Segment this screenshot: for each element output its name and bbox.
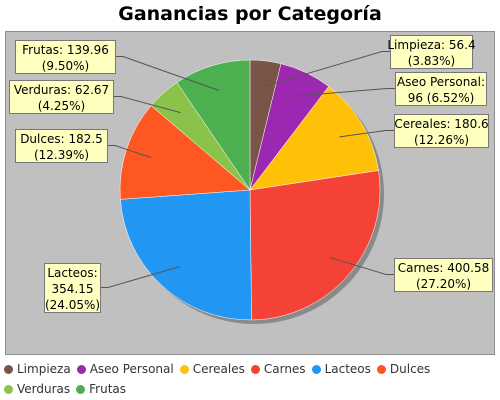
slice-label: Limpieza: 56.4 (3.83%) bbox=[387, 36, 475, 69]
legend-item-limpieza: Limpieza bbox=[4, 359, 71, 379]
slice-label: Carnes: 400.58 (27.20%) bbox=[395, 259, 493, 292]
legend-label: Limpieza bbox=[17, 362, 71, 376]
legend-item-carnes: Carnes bbox=[251, 359, 306, 379]
legend-label: Aseo Personal bbox=[90, 362, 174, 376]
legend-swatch bbox=[4, 365, 13, 374]
legend-label: Carnes bbox=[264, 362, 306, 376]
slice-label-text: Lacteos: bbox=[47, 266, 97, 280]
slice-label-text: Verduras: 62.67 bbox=[14, 83, 109, 97]
slice-label-text: Cereales: 180.6 bbox=[394, 117, 488, 131]
legend-swatch bbox=[180, 365, 189, 374]
slice-label: Cereales: 180.6 (12.26%) bbox=[394, 115, 488, 148]
legend-swatch bbox=[76, 385, 85, 394]
slice-label-text: Aseo Personal: bbox=[397, 75, 485, 89]
slice-label-text: Carnes: 400.58 bbox=[398, 261, 490, 275]
legend-item-lacteos: Lacteos bbox=[312, 359, 371, 379]
slice-label-text: (3.83%) bbox=[408, 54, 455, 68]
legend-swatch bbox=[77, 365, 86, 374]
plot-area: Limpieza: 56.4 (3.83%) Aseo Personal: 96 (6… bbox=[5, 31, 495, 355]
legend-swatch bbox=[4, 385, 13, 394]
slice-label-text: Frutas: 139.96 bbox=[22, 43, 109, 57]
slice-label-text: 96 (6.52%) bbox=[408, 91, 475, 105]
slice-label-text: (12.26%) bbox=[414, 133, 469, 147]
legend-label: Cereales bbox=[193, 362, 245, 376]
legend-swatch bbox=[312, 365, 321, 374]
legend-item-frutas: Frutas bbox=[76, 379, 126, 399]
legend-item-dulces: Dulces bbox=[377, 359, 430, 379]
legend-label: Dulces bbox=[390, 362, 430, 376]
legend-swatch bbox=[377, 365, 386, 374]
slice-label-text: Dulces: 182.5 bbox=[20, 132, 103, 146]
slice-label-text: (27.20%) bbox=[416, 277, 471, 291]
legend: Limpieza Aseo Personal Cereales Carnes Lacte… bbox=[4, 359, 496, 399]
slice-label: Frutas: 139.96 (9.50%) bbox=[16, 41, 116, 74]
slice-label-text: (24.05%) bbox=[45, 298, 100, 312]
legend-item-verduras: Verduras bbox=[4, 379, 70, 399]
slice-label: Dulces: 182.5 (12.39%) bbox=[16, 130, 108, 163]
legend-label: Lacteos bbox=[325, 362, 371, 376]
slice-label-text: (12.39%) bbox=[34, 148, 89, 162]
pie-chart: Limpieza: 56.4 (3.83%) Aseo Personal: 96 (6… bbox=[6, 32, 494, 354]
pie-slice-lacteos[interactable] bbox=[120, 190, 251, 320]
legend-item-cereales: Cereales bbox=[180, 359, 245, 379]
chart-title: Ganancias por Categoría bbox=[0, 3, 500, 25]
slice-label: Verduras: 62.67 (4.25%) bbox=[10, 81, 114, 114]
legend-swatch bbox=[251, 365, 260, 374]
legend-item-aseo-personal: Aseo Personal bbox=[77, 359, 174, 379]
slice-label-text: (4.25%) bbox=[38, 99, 85, 113]
slice-label-text: 354.15 bbox=[52, 282, 94, 296]
slice-label: Aseo Personal: 96 (6.52%) bbox=[396, 73, 487, 106]
pie-slice-carnes[interactable] bbox=[250, 171, 380, 320]
slice-label-text: Limpieza: 56.4 bbox=[387, 38, 475, 52]
legend-label: Verduras bbox=[17, 382, 70, 396]
slice-label: Lacteos: 354.15 (24.05%) bbox=[45, 264, 101, 313]
legend-label: Frutas bbox=[89, 382, 126, 396]
slice-label-text: (9.50%) bbox=[42, 59, 89, 73]
